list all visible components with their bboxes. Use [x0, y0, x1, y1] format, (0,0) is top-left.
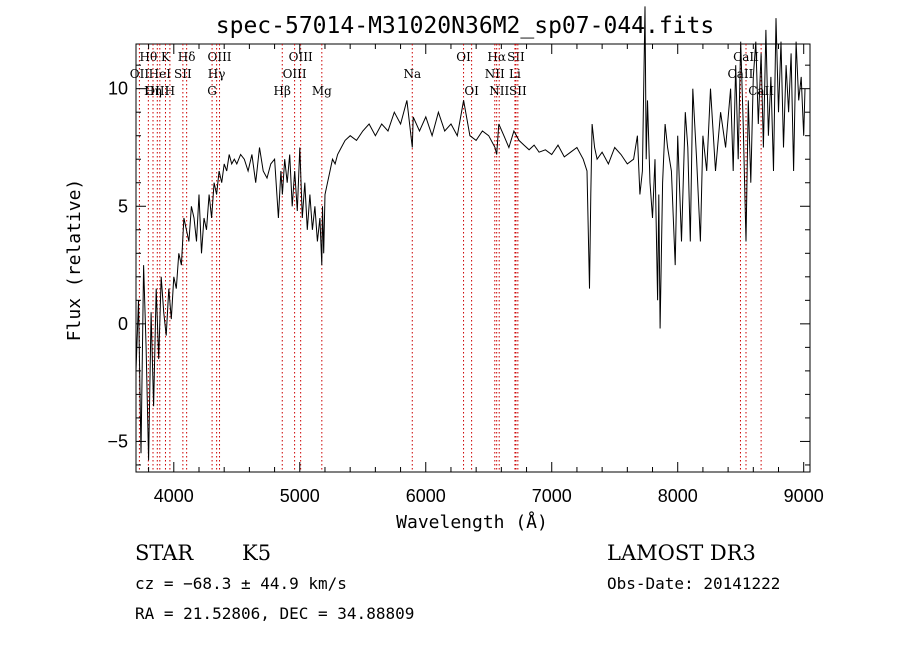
object-class: STAR	[135, 541, 194, 565]
y-tick-label: 5	[118, 196, 128, 216]
spectral-line-markers: Hθ OII OIII K HeI Hη H Hδ SII OIII Hγ G Hβ OIII OIII Mg…	[130, 44, 774, 472]
line-label: Mg	[312, 84, 332, 98]
line-label: G	[207, 84, 217, 98]
x-tick-label: 5000	[280, 486, 320, 506]
line-label: Hδ	[178, 50, 196, 64]
spectrum-line	[135, 6, 806, 461]
plot-frame	[135, 43, 811, 473]
y-tick-label: 10	[108, 79, 128, 99]
object-subclass: K5	[242, 541, 271, 565]
line-label: Na	[403, 67, 421, 81]
line-label: OI	[456, 50, 471, 64]
line-label: Hβ	[274, 84, 291, 98]
x-tick-label: 8000	[658, 486, 698, 506]
y-tick-label: −5	[107, 431, 128, 451]
line-label: HeI	[149, 67, 172, 81]
redshift-velocity: cz = −68.3 ± 44.9 km/s	[135, 574, 347, 593]
line-label: Hγ	[208, 67, 226, 81]
line-label: OIII	[207, 50, 231, 64]
plot-border	[135, 43, 811, 473]
line-label: K	[161, 50, 171, 64]
line-label: OIII	[145, 84, 169, 98]
chart-title: spec-57014-M31020N36M2_sp07-044.fits	[216, 13, 715, 39]
line-label: CaII	[733, 50, 759, 64]
line-label: OI	[464, 84, 479, 98]
x-axis-title: Wavelength (Å)	[396, 511, 548, 533]
line-label: Hα	[487, 50, 506, 64]
y-axis-title: Flux (relative)	[64, 179, 85, 342]
observation-date: Obs-Date: 20141222	[607, 574, 780, 593]
line-label: OIII	[283, 67, 307, 81]
y-tick-label: 0	[118, 314, 128, 334]
line-label: H	[165, 84, 175, 98]
x-tick-label: 4000	[154, 486, 194, 506]
line-label: SII	[174, 67, 192, 81]
line-label: CaII	[728, 67, 754, 81]
x-tick-label: 7000	[532, 486, 572, 506]
survey-name: LAMOST DR3	[607, 541, 756, 565]
x-tick-label: 9000	[784, 486, 824, 506]
line-label: SII	[507, 50, 525, 64]
coordinates: RA = 21.52806, DEC = 34.88809	[135, 604, 414, 623]
line-label: Hη	[144, 84, 162, 98]
line-label: NII	[489, 84, 509, 98]
axis-ticks: 4000 5000 6000 7000 8000 9000 −5 0 5 10	[107, 44, 824, 506]
line-label: Li	[509, 67, 521, 81]
x-tick-label: 6000	[406, 486, 446, 506]
line-label: NII	[485, 67, 505, 81]
line-label: Hθ	[139, 50, 157, 64]
spectrum-layer	[135, 6, 806, 461]
line-label: OII	[130, 67, 150, 81]
line-label: OIII	[289, 50, 313, 64]
line-label: SII	[509, 84, 527, 98]
